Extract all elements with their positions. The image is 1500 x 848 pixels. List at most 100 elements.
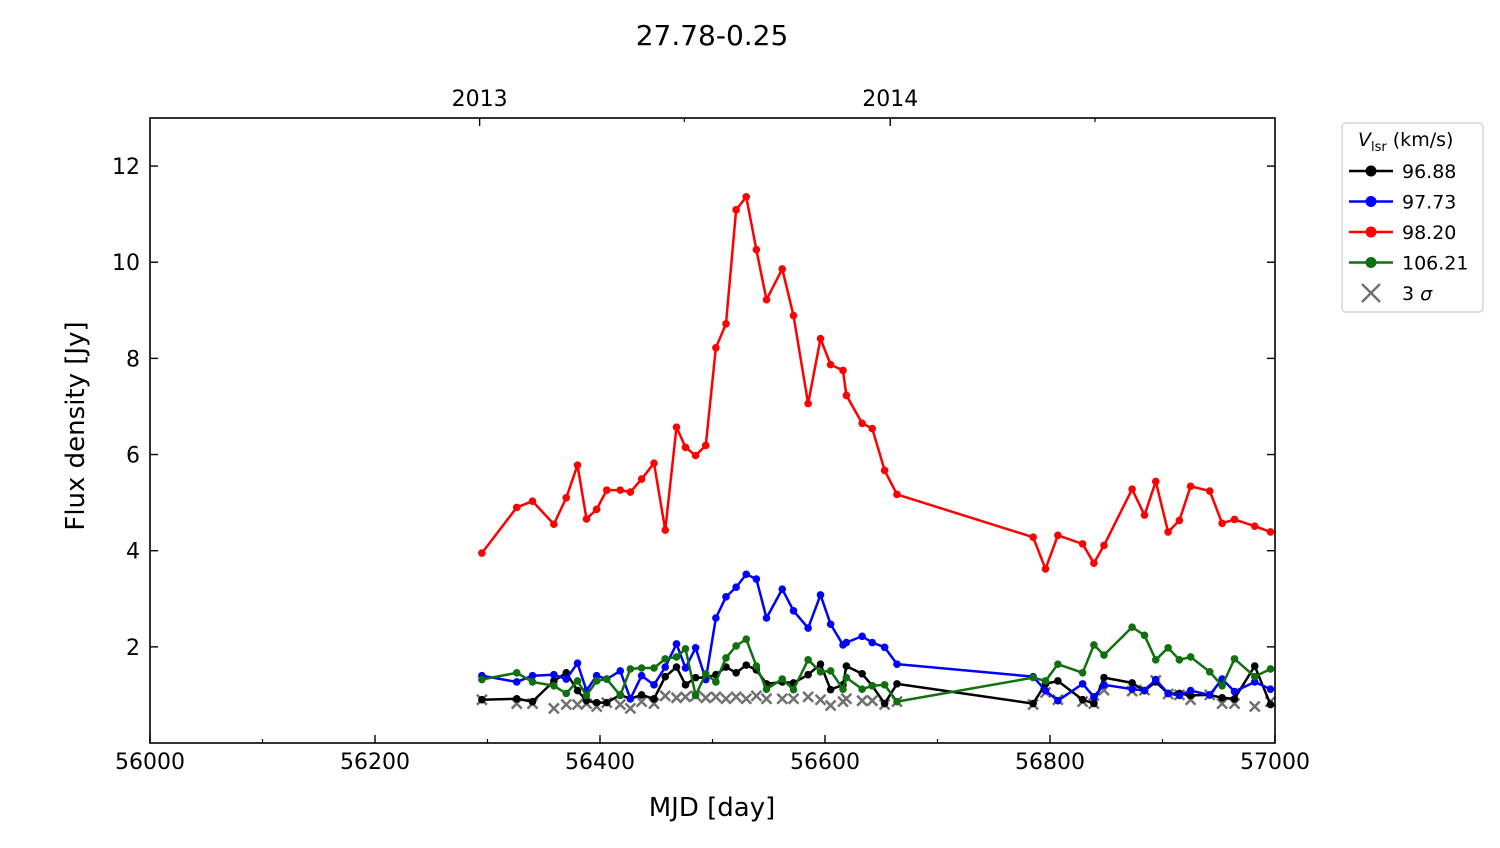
data-point-98.20 (1151, 477, 1160, 486)
data-point-97.73 (1186, 686, 1195, 695)
data-point-96.88 (478, 695, 486, 704)
data-point-97.73 (742, 570, 751, 579)
data-point-97.73 (1250, 678, 1259, 686)
data-point-98.20 (826, 360, 835, 369)
data-point-97.73 (573, 659, 582, 667)
sigma-marker (840, 692, 853, 705)
data-point-98.20 (1175, 516, 1184, 525)
sigma-marker (740, 692, 753, 705)
x-tick-label: 56000 (115, 750, 185, 775)
data-point-96.88 (893, 680, 901, 688)
series-line-97.73 (481, 573, 1272, 702)
data-point-106.21 (616, 691, 625, 700)
data-point-98.20 (868, 424, 877, 433)
data-point-97.73 (512, 678, 521, 686)
y-tick-label: 2 (126, 636, 140, 661)
data-point-98.20 (1205, 487, 1214, 495)
top-tick-label: 2013 (452, 87, 508, 112)
data-point-106.21 (789, 685, 798, 694)
data-point-106.21 (804, 656, 812, 664)
data-point-106.21 (637, 664, 646, 672)
sigma-marker (866, 694, 879, 707)
data-point-106.21 (626, 665, 635, 673)
data-point-106.21 (842, 673, 851, 682)
x-tick-label: 56200 (340, 750, 410, 775)
data-point-98.20 (550, 520, 558, 529)
data-point-106.21 (712, 678, 720, 686)
data-point-98.20 (1078, 540, 1087, 548)
data-point-97.73 (1175, 691, 1184, 700)
data-point-97.73 (637, 671, 646, 680)
data-point-97.73 (550, 670, 558, 679)
data-point-98.20 (1128, 485, 1136, 493)
data-point-97.73 (868, 638, 877, 647)
data-point-97.73 (1128, 685, 1136, 693)
data-point-96.88 (804, 670, 812, 679)
sigma-marker (679, 690, 692, 703)
data-point-106.21 (512, 669, 521, 677)
data-point-97.73 (712, 614, 720, 622)
sigma-marker (659, 690, 672, 702)
data-point-106.21 (858, 685, 866, 693)
sigma-marker (856, 694, 869, 707)
legend-marker (1365, 165, 1377, 177)
legend-marker (1365, 196, 1377, 207)
data-point-98.20 (1230, 515, 1239, 524)
data-point-98.20 (752, 245, 761, 254)
legend-label: 106.21 (1402, 253, 1468, 275)
legend: Vlsr (km/s) 96.88 97.73 98.20 106.21 3 σ (1341, 122, 1484, 313)
data-point-96.88 (573, 686, 582, 695)
data-point-106.21 (826, 667, 835, 675)
y-tick-label: 8 (126, 347, 140, 372)
legend-marker-sigma (1361, 283, 1381, 303)
data-point-106.21 (1128, 623, 1136, 631)
data-point-97.73 (893, 660, 901, 668)
data-point-96.88 (1218, 694, 1226, 702)
data-point-106.21 (1090, 641, 1098, 649)
data-point-96.88 (880, 699, 889, 708)
data-point-98.20 (1266, 528, 1275, 536)
data-point-96.88 (842, 662, 851, 670)
y-tick-label: 12 (112, 155, 140, 180)
data-point-98.20 (893, 490, 901, 499)
data-point-97.73 (1090, 693, 1098, 701)
data-point-98.20 (1090, 559, 1098, 567)
data-point-106.21 (661, 655, 670, 663)
axes-frame (149, 117, 1276, 744)
data-point-106.21 (650, 664, 658, 672)
data-point-106.21 (1140, 631, 1149, 640)
data-point-96.88 (1054, 677, 1062, 685)
data-point-106.21 (1230, 655, 1239, 663)
data-point-106.21 (592, 677, 601, 685)
data-point-106.21 (1041, 677, 1050, 685)
data-point-106.21 (701, 669, 710, 678)
data-point-98.20 (778, 265, 787, 273)
plot-area (475, 193, 1277, 715)
sigma-marker (624, 702, 637, 715)
data-point-96.88 (1100, 673, 1108, 682)
data-point-97.73 (826, 620, 835, 629)
data-point-106.21 (868, 681, 877, 690)
data-point-106.21 (528, 678, 537, 686)
data-point-106.21 (1250, 672, 1259, 681)
data-point-97.73 (592, 671, 601, 680)
data-point-97.73 (528, 671, 537, 680)
data-point-98.20 (839, 366, 847, 375)
data-point-106.21 (1164, 644, 1172, 652)
data-point-97.73 (1151, 675, 1160, 684)
data-point-96.88 (1029, 699, 1037, 708)
y-axis-label: Flux density [Jy] (61, 321, 91, 530)
data-point-106.21 (732, 642, 740, 650)
data-point-106.21 (722, 654, 730, 662)
data-point-96.88 (816, 660, 825, 668)
data-point-106.21 (550, 681, 558, 690)
data-point-98.20 (582, 515, 591, 523)
data-point-96.88 (1230, 694, 1239, 703)
data-point-96.88 (1078, 695, 1087, 704)
data-point-97.73 (661, 663, 670, 671)
data-point-97.73 (732, 583, 740, 592)
chart-title: 27.78-0.25 (636, 19, 789, 52)
data-point-96.88 (1250, 662, 1259, 670)
data-point-98.20 (722, 319, 730, 328)
data-point-98.20 (562, 494, 571, 502)
